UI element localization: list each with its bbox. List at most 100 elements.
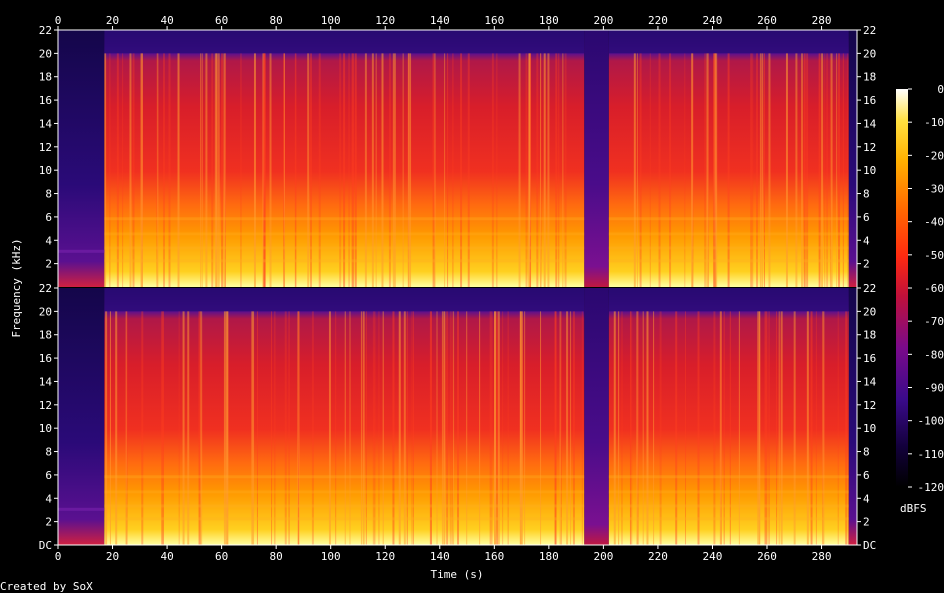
colorbar-tick-label: -50 [924,249,944,262]
transient-streak [540,53,542,288]
y-tick-label-left: 6 [45,211,52,224]
transient-streak [494,311,497,545]
x-axis-top: 0 20 40 60 80 100 120 140 160 180 200 220 240 260 280 [55,14,832,30]
transient-streak [636,53,638,288]
y-tick-label-left: 2 [45,516,52,529]
y-tick-label-left: 22 [39,24,52,37]
transient-streak [434,53,436,288]
transient-streak [613,311,616,545]
transient-streak [115,311,118,545]
transient-streak [675,311,678,545]
segment-4 [848,288,857,545]
x-tick-label-top: 280 [812,14,832,27]
transient-streak [352,53,355,288]
transient-streak [780,311,783,545]
segment-3 [608,30,849,287]
y-tick-label-right: 6 [863,469,870,482]
transient-streak [156,53,158,288]
transient-streak [543,53,546,288]
transient-streak [311,311,314,545]
transient-streak [351,53,353,288]
transient-streak [226,311,229,545]
transient-streak [274,311,276,545]
transient-streak [467,53,470,288]
transient-streak [432,53,435,288]
transient-streak [318,53,321,288]
y-tick-label-left: 10 [39,164,52,177]
transient-streak [653,311,655,545]
transient-streak [262,53,265,288]
colorbar-ticks: 0 -10 -20 -30 -40 -50 -60 -70 -80 -90 -100 -110 -120 [908,83,944,494]
transient-streak [520,311,523,545]
y-tick-label-right: 10 [863,164,876,177]
x-tick-label-top: 100 [321,14,341,27]
transient-streak [629,311,631,545]
x-tick-label-top: 40 [160,14,173,27]
transient-streak [253,53,256,288]
segment-1-cutoff [104,288,585,312]
transient-streak [354,53,357,288]
transient-streak [806,311,809,545]
transient-streak [558,53,560,288]
transient-streak [177,53,180,288]
transient-streak [520,311,522,545]
transient-streak [141,311,144,545]
y-tick-label-left: 2 [45,258,52,271]
transient-streak [801,53,804,288]
transient-streak [738,311,740,545]
transient-streak [217,53,219,288]
transient-streak [727,53,730,288]
transient-streak [104,53,106,288]
transient-streak [713,311,716,545]
transient-streak [162,311,164,545]
transient-streak [392,311,395,545]
transient-streak [343,53,346,288]
transient-streak [778,311,780,545]
transient-streak [826,53,829,288]
channel-1-panel [58,30,857,288]
harmonic-band [608,475,849,479]
transient-streak [621,311,623,545]
harmonic-band [608,217,849,221]
transient-streak [795,53,798,288]
x-tick-label-bottom: 240 [703,550,723,563]
transient-streak [562,53,564,288]
colorbar-tick-label: -110 [918,448,944,461]
transient-streak [729,311,731,545]
colorbar [896,89,908,487]
transient-streak [407,53,410,288]
transient-streak [765,311,767,545]
transient-streak [198,311,201,545]
transient-streak [122,53,124,288]
transient-streak [493,311,496,545]
intro-tone-line [58,507,105,511]
transient-streak [446,311,449,545]
harmonic-band [104,246,585,250]
colorbar-tick-label: -80 [924,348,944,361]
transient-streak [240,53,242,288]
y-tick-label-right: 14 [863,375,877,388]
transient-streak [518,53,521,288]
transient-streak [646,311,649,545]
transient-streak [284,311,287,545]
transient-streak [263,53,266,288]
transient-streak [457,311,460,545]
y-tick-label-right: 2 [863,516,870,529]
transient-streak [758,311,760,545]
transient-streak [200,311,203,545]
transient-streak [759,53,761,288]
colorbar-tick-label: 0 [937,83,944,96]
y-tick-label-right: 12 [863,399,876,412]
colorbar-label: dBFS [900,502,927,515]
transient-streak [491,53,494,288]
transient-streak [199,311,201,545]
y-tick-label-right: 18 [863,329,876,342]
harmonic-band [104,232,585,236]
transient-streak [430,311,432,545]
transient-streak [360,311,362,545]
y-tick-label-left: 16 [39,94,52,107]
transient-streak [847,311,849,545]
x-axis-bottom: 0 20 40 60 80 100 120 140 160 180 200 220 240 260 280 [55,545,831,563]
